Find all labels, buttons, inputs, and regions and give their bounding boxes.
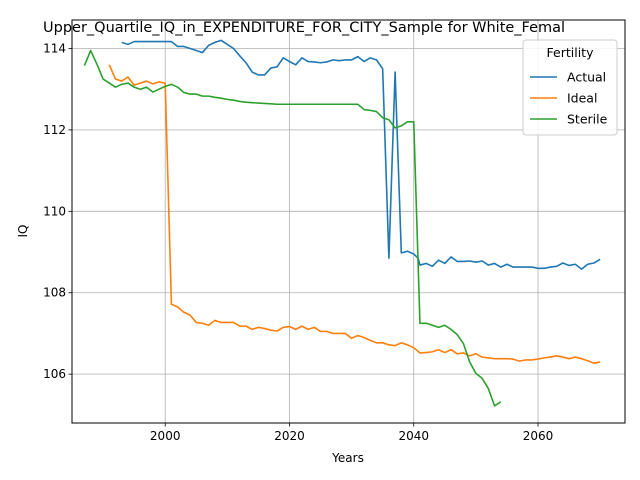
x-tick-label: 2060 <box>523 429 554 443</box>
legend-label-ideal: Ideal <box>567 91 597 106</box>
series-line-actual <box>121 39 601 270</box>
series-lines <box>83 39 601 407</box>
x-tick-label: 2040 <box>398 429 429 443</box>
x-axis-label: Years <box>331 451 364 465</box>
plot-area-frame <box>71 19 626 424</box>
y-tick-label: 106 <box>43 367 66 381</box>
legend: Fertility Actual Ideal Sterile <box>522 39 618 136</box>
legend-title: Fertility <box>547 45 595 60</box>
legend-box <box>522 39 618 136</box>
x-tick-label: 2020 <box>274 429 305 443</box>
legend-entries: Actual Ideal Sterile <box>530 70 608 127</box>
y-tick-label: 110 <box>43 204 66 218</box>
chart-title: Upper_Quartile_IQ_in_EXPENDITURE_FOR_CIT… <box>43 20 565 36</box>
y-tick-label: 112 <box>43 123 66 137</box>
legend-label-actual: Actual <box>567 70 606 85</box>
series-line-sterile <box>83 49 502 407</box>
legend-label-sterile: Sterile <box>567 112 608 127</box>
y-axis-label: IQ <box>16 225 30 238</box>
x-tick-label: 2000 <box>150 429 181 443</box>
y-tick-label: 114 <box>43 41 66 55</box>
y-tick-label: 108 <box>43 286 66 300</box>
axis-ticks: 2000 2020 2040 2060 106 108 110 112 114 <box>43 41 553 443</box>
series-line-ideal <box>108 64 601 364</box>
